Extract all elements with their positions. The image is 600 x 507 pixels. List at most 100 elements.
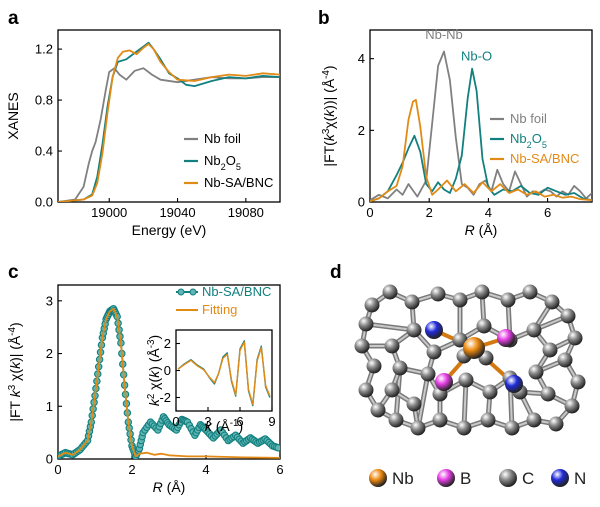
series-line-fit (177, 341, 271, 405)
carbon-atom (482, 384, 498, 400)
bond-highlight (365, 323, 415, 331)
x-tick-label: 6 (276, 462, 283, 477)
y-tick-label: 0.4 (35, 144, 53, 159)
carbon-atom (358, 316, 374, 332)
panel-letter-a: a (8, 8, 19, 29)
carbon-atom (528, 364, 544, 380)
carbon-atom (548, 416, 564, 432)
carbon-atom (500, 292, 516, 308)
x-axis-label: R (Å) (465, 222, 498, 238)
legend-atom-n-icon (551, 469, 569, 487)
chart-b-ft-exafs: 0 2 4 6 0 2 4 R (Å) |FT(k3χ(k))| (Å-4) Nb-Nb Nb-O N… (321, 27, 593, 238)
carbon-atom (388, 412, 404, 428)
carbon-atom (366, 358, 382, 374)
carbon-atom (567, 330, 583, 346)
carbon-atom (542, 342, 558, 358)
series-line-nbfoil (370, 50, 592, 201)
y-tick-label: 3 (46, 293, 53, 308)
series-group (177, 340, 271, 407)
legend-atom-label: N (574, 469, 586, 488)
series-line-nbsabnc (58, 43, 280, 202)
carbon-atom (406, 322, 422, 338)
y-tick-label: 1 (46, 399, 53, 414)
panel-letter-b: b (318, 8, 330, 29)
x-tick-label: 0 (366, 205, 373, 220)
carbon-atom (392, 360, 408, 376)
structure-atoms (354, 284, 586, 436)
bond-highlight (463, 379, 467, 429)
carbon-atom (504, 420, 520, 436)
series-group (58, 41, 280, 202)
panel-letter-d: d (330, 262, 342, 283)
bond-highlight (417, 373, 429, 429)
series-group (370, 50, 592, 202)
legend-label: Nb-SA/BNC (204, 175, 273, 190)
carbon-atom (420, 366, 436, 382)
carbon-atom (474, 284, 490, 300)
x-tick-label: 6 (236, 414, 243, 429)
carbon-atom (526, 412, 542, 428)
chart-c-ft-fitting: 0 2 4 6 0 1 2 3 R (Å) |FT k3 χ(k)| (Å-4) Nb-SA/BNC… (7, 284, 284, 495)
legend-atom-label: C (522, 469, 534, 488)
series-group (58, 304, 280, 459)
carbon-atom (456, 420, 472, 436)
nitrogen-atom (425, 321, 443, 339)
series-line-nb2o5 (58, 41, 280, 202)
x-tick-label: 3 (204, 414, 211, 429)
data-point (274, 444, 280, 452)
carbon-atom (404, 294, 420, 310)
plot-frame (175, 329, 273, 412)
x-axis-label: Energy (eV) (132, 222, 207, 238)
peak-annotation: Nb-O (461, 48, 492, 63)
x-tick-label: 19040 (159, 205, 195, 220)
plot-frame (57, 284, 281, 460)
carbon-atom (570, 374, 586, 390)
carbon-atom (458, 372, 474, 388)
legend-atom-label: Nb (392, 469, 414, 488)
y-axis-label: XANES (5, 92, 21, 139)
carbon-atom (452, 332, 468, 348)
x-tick-label: 0 (54, 462, 61, 477)
y-tick-label: 2 (46, 346, 53, 361)
legend-label: Fitting (202, 302, 237, 317)
y-axis-label: |FT(k3χ(k))| (Å-4) (321, 65, 338, 166)
x-tick-label: 19000 (91, 205, 127, 220)
carbon-atom (370, 402, 386, 418)
boron-atom (435, 373, 453, 391)
y-tick-label: 2 (358, 123, 365, 138)
legend-label: Nb-SA/BNC (510, 151, 579, 166)
carbon-atom (384, 382, 400, 398)
x-tick-label: 9 (268, 414, 275, 429)
legend-marker (189, 288, 197, 296)
legend-atom-c-icon (499, 469, 517, 487)
legend-atom-nb-icon (369, 469, 387, 487)
legend-label: Nb foil (204, 131, 241, 146)
carbon-atom (354, 338, 370, 354)
x-axis-label: R (Å) (153, 479, 186, 495)
carbon-atom (432, 412, 448, 428)
chart-a-xanes: 19000 19040 19080 0.0 0.4 0.8 1.2 Energy (eV) XA… (5, 29, 281, 238)
x-tick-label: 2 (128, 462, 135, 477)
y-tick-label: 0 (164, 363, 171, 378)
carbon-atom (560, 308, 576, 324)
x-axis-label: k (Å-1) (205, 418, 243, 435)
y-axis-label: k2 χ(k) (Å-3) (146, 335, 163, 406)
y-tick-label: 1.2 (35, 42, 53, 57)
boron-atom (497, 329, 515, 347)
carbon-atom (384, 338, 400, 354)
carbon-atom (410, 420, 426, 436)
legend-label: Nb foil (510, 111, 547, 126)
series-line-nbsabnc (370, 99, 592, 202)
carbon-atom (364, 297, 380, 313)
legend-marker (177, 288, 185, 296)
x-tick-label: 19080 (228, 205, 264, 220)
series-line-fitting (58, 307, 280, 459)
carbon-atom (544, 294, 560, 310)
carbon-atom (426, 344, 442, 360)
y-tick-label: 0.8 (35, 93, 53, 108)
carbon-atom (522, 284, 538, 300)
y-tick-label: 0 (46, 452, 53, 467)
plot-frame (369, 29, 593, 203)
x-tick-label: 2 (426, 205, 433, 220)
y-tick-label: 2 (164, 336, 171, 351)
